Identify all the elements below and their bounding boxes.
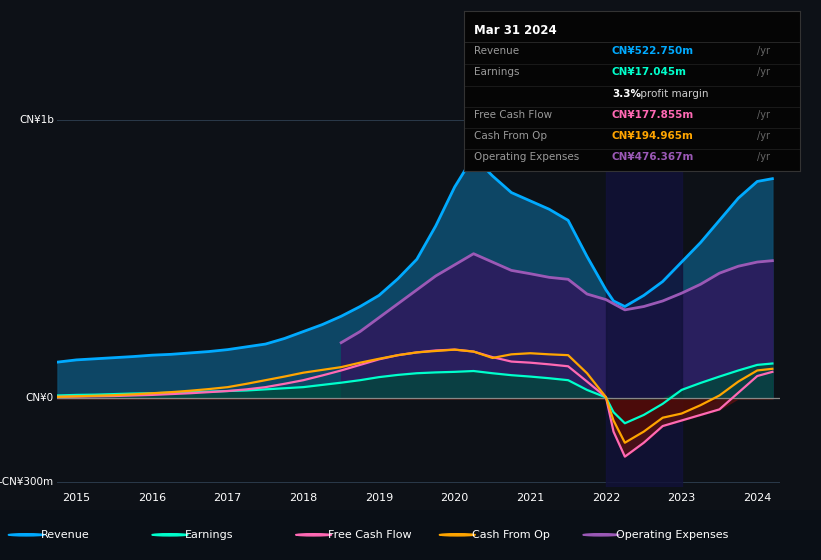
Text: Cash From Op: Cash From Op xyxy=(472,530,550,540)
Text: CN¥177.855m: CN¥177.855m xyxy=(612,110,695,120)
Text: Revenue: Revenue xyxy=(474,46,519,56)
Text: Free Cash Flow: Free Cash Flow xyxy=(474,110,552,120)
Circle shape xyxy=(296,534,332,536)
Circle shape xyxy=(583,534,619,536)
Circle shape xyxy=(8,534,44,536)
Text: /yr: /yr xyxy=(757,46,770,56)
Text: Cash From Op: Cash From Op xyxy=(474,131,547,141)
Circle shape xyxy=(152,534,188,536)
Text: /yr: /yr xyxy=(757,68,770,77)
Text: 3.3%: 3.3% xyxy=(612,88,641,99)
Text: profit margin: profit margin xyxy=(637,88,709,99)
Text: -CN¥300m: -CN¥300m xyxy=(0,477,54,487)
Text: Operating Expenses: Operating Expenses xyxy=(616,530,728,540)
Text: CN¥1b: CN¥1b xyxy=(19,115,54,125)
Text: Free Cash Flow: Free Cash Flow xyxy=(328,530,412,540)
Text: Earnings: Earnings xyxy=(185,530,233,540)
Circle shape xyxy=(439,534,475,536)
Text: Mar 31 2024: Mar 31 2024 xyxy=(474,24,557,37)
Text: Revenue: Revenue xyxy=(41,530,89,540)
Text: CN¥0: CN¥0 xyxy=(25,393,54,403)
Text: CN¥476.367m: CN¥476.367m xyxy=(612,152,695,162)
Text: /yr: /yr xyxy=(757,152,770,162)
Text: /yr: /yr xyxy=(757,131,770,141)
Text: CN¥17.045m: CN¥17.045m xyxy=(612,68,687,77)
Bar xyxy=(606,106,681,487)
Text: Operating Expenses: Operating Expenses xyxy=(474,152,579,162)
Text: /yr: /yr xyxy=(757,110,770,120)
Text: CN¥194.965m: CN¥194.965m xyxy=(612,131,694,141)
Text: CN¥522.750m: CN¥522.750m xyxy=(612,46,694,56)
Text: Earnings: Earnings xyxy=(474,68,520,77)
